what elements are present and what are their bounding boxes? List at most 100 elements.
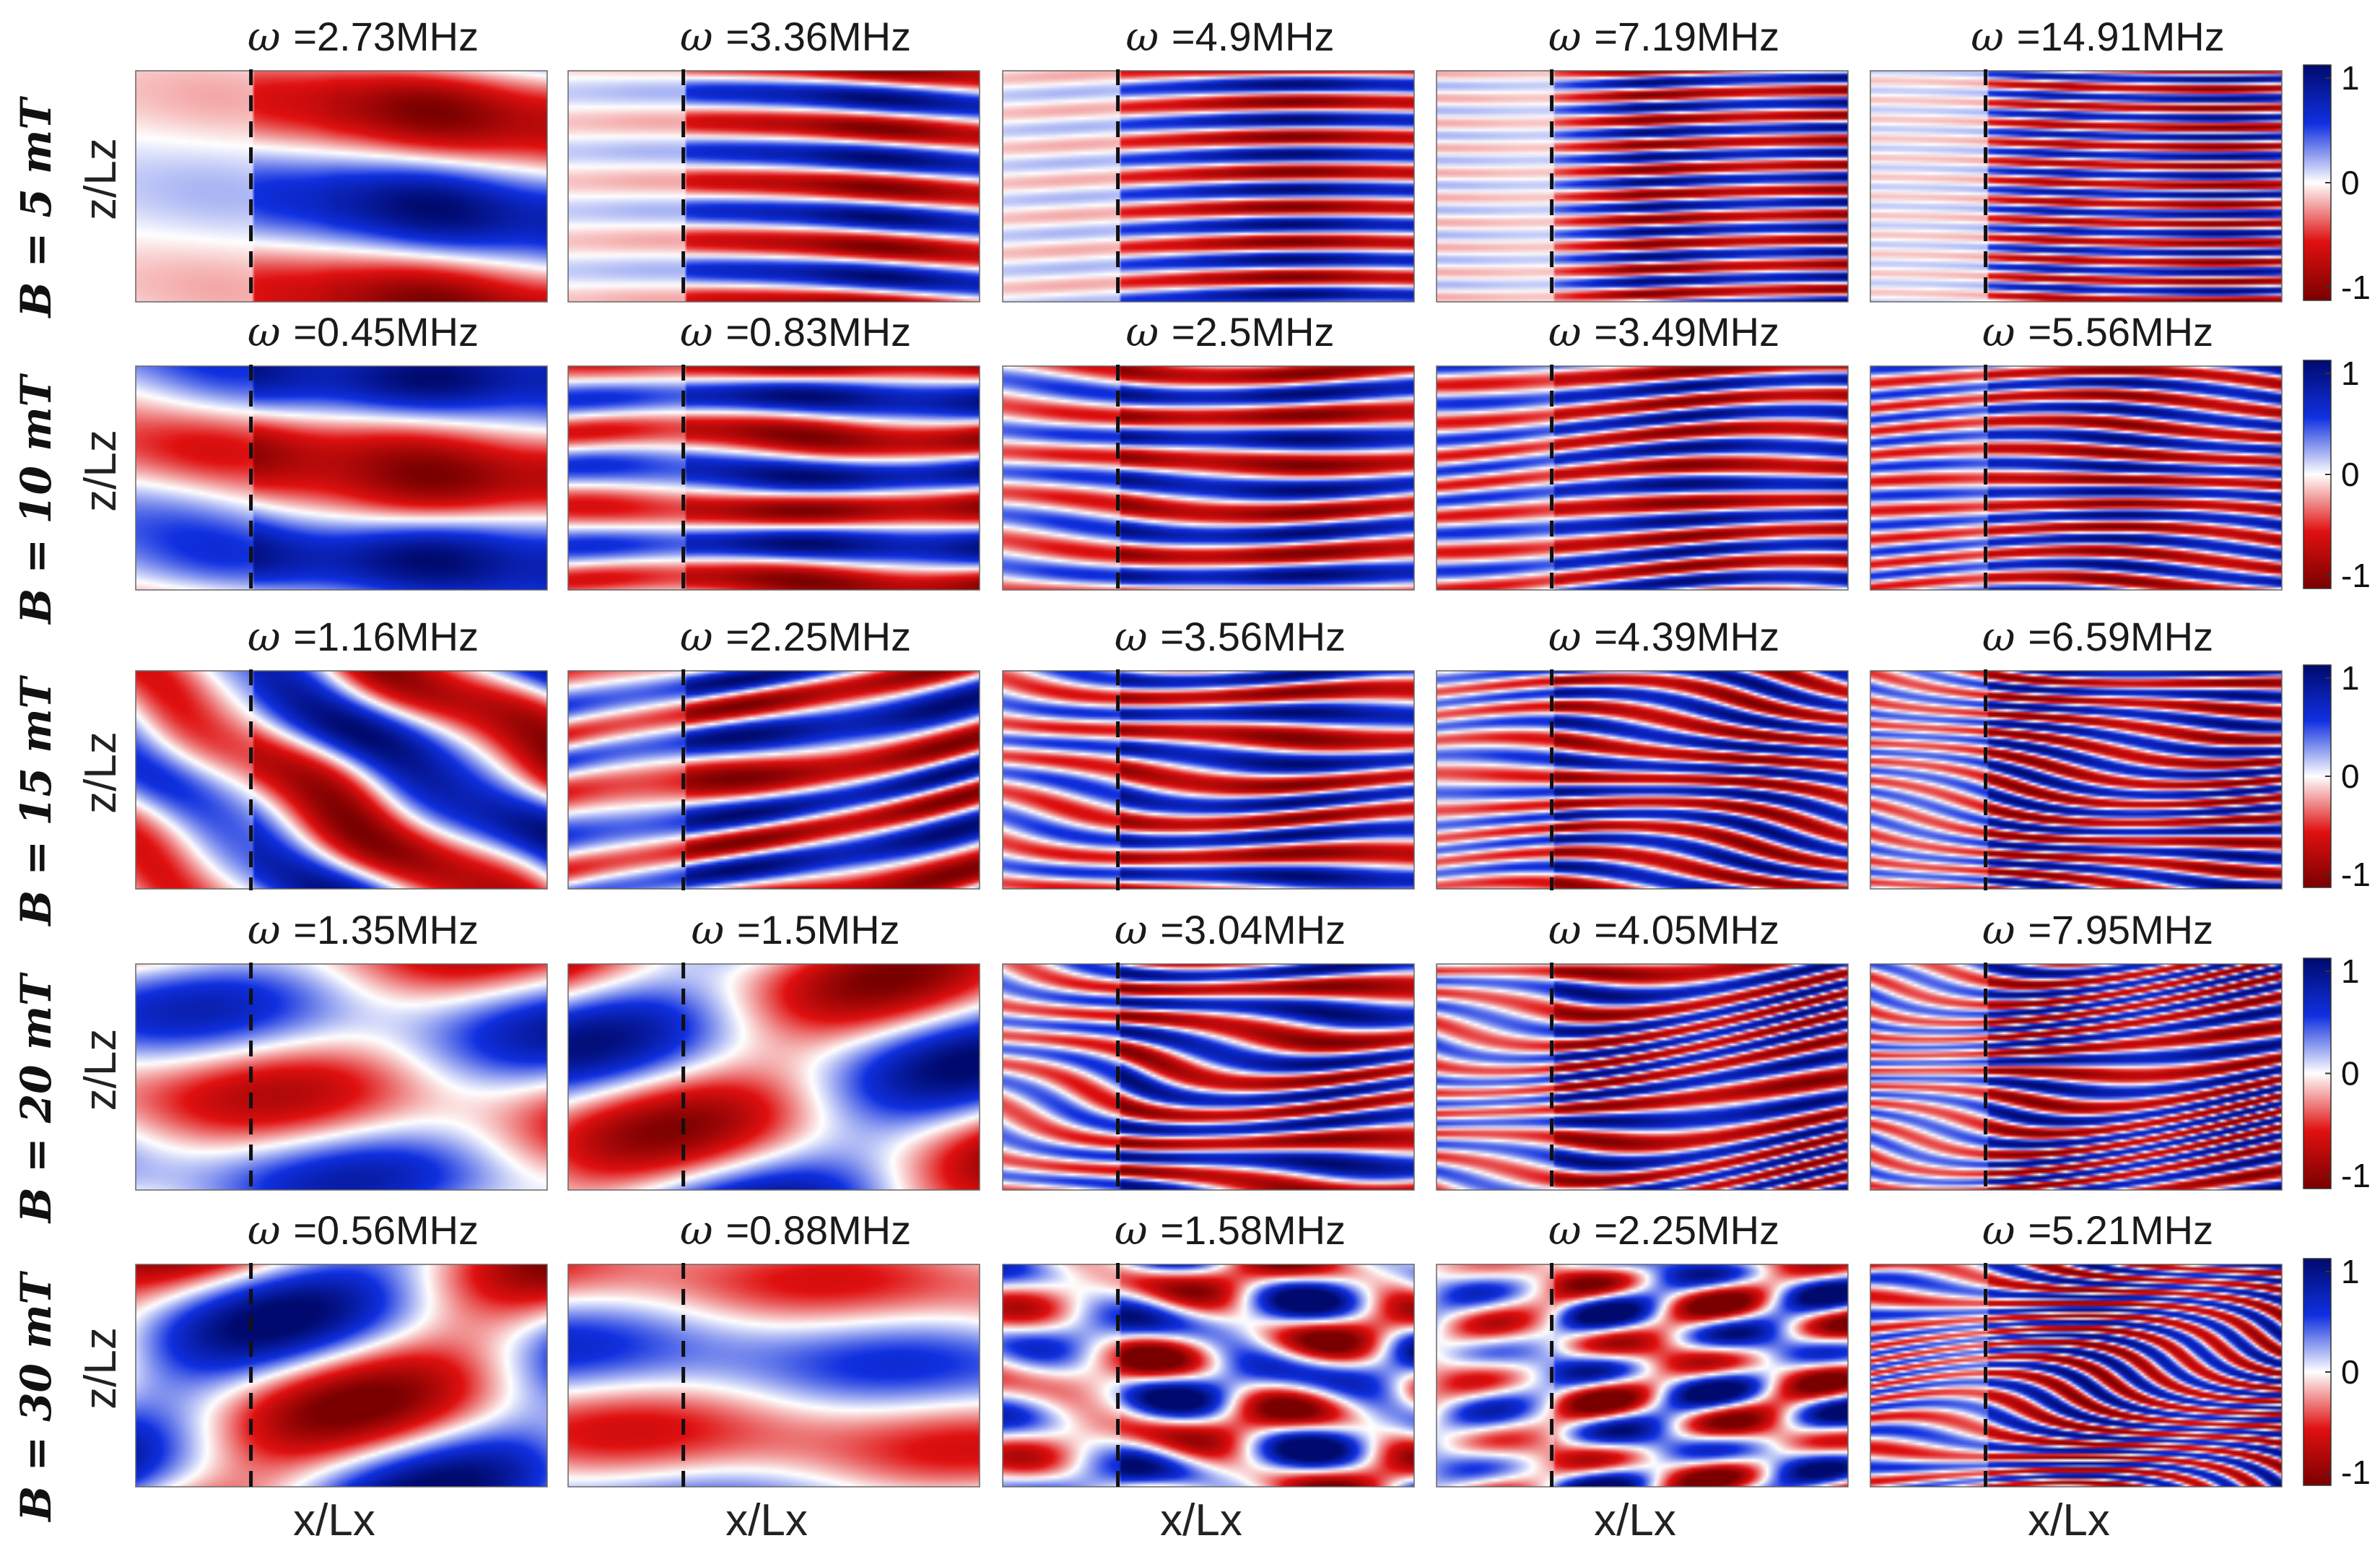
panel-frame (1002, 365, 1415, 591)
colorbar-tick-label: 1 (2341, 1253, 2360, 1290)
panel-frame (1002, 1264, 1415, 1488)
frequency-title: ω =0.83MHz (680, 309, 911, 356)
mode-heatmap-image (136, 1264, 547, 1487)
omega-symbol: ω (691, 907, 736, 954)
panel-frame (1870, 963, 2283, 1191)
colorbar-tick-label: 0 (2341, 1353, 2360, 1391)
mode-panel (1002, 963, 1415, 1191)
mode-heatmap-image (1870, 1264, 2282, 1487)
frequency-title: ω =0.56MHz (248, 1207, 479, 1254)
x-axis-label: x/Lx (2028, 1495, 2110, 1545)
mode-panel (1002, 669, 1415, 890)
mode-heatmap-image (1870, 366, 2282, 590)
mode-heatmap-image (1437, 366, 1848, 590)
mode-heatmap-image (1437, 964, 1848, 1190)
panel-frame (1870, 70, 2283, 303)
mode-heatmap-image (568, 366, 980, 590)
panel-frame (135, 70, 548, 303)
omega-symbol: ω (1125, 309, 1171, 356)
panel-frame (135, 365, 548, 591)
omega-symbol: ω (680, 1207, 725, 1254)
mode-panel (1870, 69, 2283, 303)
x-axis-label: x/Lx (1160, 1495, 1242, 1545)
frequency-value: =7.19MHz (1594, 14, 1779, 59)
row-field-label: B = 5 mT (12, 96, 61, 319)
panel-frame (1436, 963, 1849, 1191)
mode-panel (567, 69, 980, 303)
omega-symbol: ω (1548, 1207, 1594, 1254)
panel-frame (1002, 670, 1415, 890)
frequency-value: =1.5MHz (737, 907, 900, 952)
frequency-value: =2.73MHz (293, 14, 479, 59)
frequency-value: =1.58MHz (1160, 1207, 1346, 1253)
frequency-value: =0.56MHz (293, 1207, 479, 1253)
mode-panel (1870, 963, 2283, 1191)
frequency-value: =1.16MHz (293, 614, 479, 659)
frequency-value: =14.91MHz (2017, 14, 2225, 59)
z-axis-label: z/Lz (76, 1029, 126, 1111)
panel-frame (135, 1264, 548, 1488)
mode-panel (135, 963, 548, 1191)
panel-frame (567, 365, 980, 591)
frequency-title: ω =0.88MHz (680, 1207, 911, 1254)
frequency-value: =0.45MHz (293, 309, 479, 355)
frequency-value: =0.88MHz (725, 1207, 911, 1253)
colorbar-tick-label: 0 (2341, 164, 2360, 201)
panel-frame (1870, 365, 2283, 591)
mode-heatmap-image (568, 1264, 980, 1487)
z-axis-label: z/Lz (76, 430, 126, 512)
colorbar-tick-label: -1 (2341, 1454, 2371, 1491)
row-field-label: B = 15 mT (12, 674, 61, 926)
mode-panel (135, 69, 548, 303)
frequency-value: =2.5MHz (1172, 309, 1335, 355)
colorbar-tick-label: -1 (2341, 1157, 2371, 1194)
colorbar-tick-label: 1 (2341, 59, 2360, 97)
mode-heatmap-image (1870, 964, 2282, 1190)
z-axis-label: z/Lz (76, 1327, 126, 1410)
mode-heatmap-image (1003, 71, 1414, 302)
mode-heatmap-image (136, 964, 547, 1190)
omega-symbol: ω (1115, 907, 1160, 954)
x-axis-label: x/Lx (1594, 1495, 1676, 1545)
frequency-value: =3.49MHz (1594, 309, 1779, 355)
mode-heatmap-image (568, 71, 980, 302)
frequency-title: ω =3.36MHz (680, 14, 911, 61)
mode-heatmap-image (1003, 964, 1414, 1190)
mode-panel (1436, 69, 1849, 303)
frequency-value: =2.25MHz (725, 614, 911, 659)
omega-symbol: ω (1982, 614, 2028, 661)
omega-symbol: ω (248, 1207, 293, 1254)
mode-heatmap-image (1870, 671, 2282, 889)
frequency-title: ω =3.49MHz (1548, 309, 1779, 356)
omega-symbol: ω (680, 309, 725, 356)
z-axis-label: z/Lz (76, 138, 126, 220)
frequency-title: ω =4.9MHz (1125, 14, 1334, 61)
omega-symbol: ω (1115, 1207, 1160, 1254)
omega-symbol: ω (1125, 14, 1171, 61)
panel-frame (1002, 963, 1415, 1191)
omega-symbol: ω (1548, 907, 1594, 954)
colorbar-tick-label: 1 (2341, 659, 2360, 697)
colorbar-tick-label: 0 (2341, 456, 2360, 493)
panel-frame (1870, 670, 2283, 890)
frequency-title: ω =2.25MHz (1548, 1207, 1779, 1254)
mode-heatmap-image (1003, 1264, 1414, 1487)
omega-symbol: ω (1971, 14, 2016, 61)
omega-symbol: ω (1982, 309, 2028, 356)
omega-symbol: ω (1548, 614, 1594, 661)
mode-heatmap-image (1437, 671, 1848, 889)
panel-frame (1436, 670, 1849, 890)
mode-heatmap-image (568, 964, 980, 1190)
mode-panel (1436, 1263, 1849, 1488)
frequency-title: ω =3.56MHz (1115, 614, 1346, 661)
mode-heatmap-image (136, 671, 547, 889)
frequency-title: ω =1.5MHz (691, 907, 899, 954)
mode-panel (567, 963, 980, 1191)
colorbar-tick-label: -1 (2341, 557, 2371, 594)
omega-symbol: ω (1548, 309, 1594, 356)
frequency-value: =6.59MHz (2028, 614, 2213, 659)
mode-heatmap-image (136, 71, 547, 302)
mode-panel (135, 365, 548, 591)
frequency-title: ω =7.95MHz (1982, 907, 2213, 954)
